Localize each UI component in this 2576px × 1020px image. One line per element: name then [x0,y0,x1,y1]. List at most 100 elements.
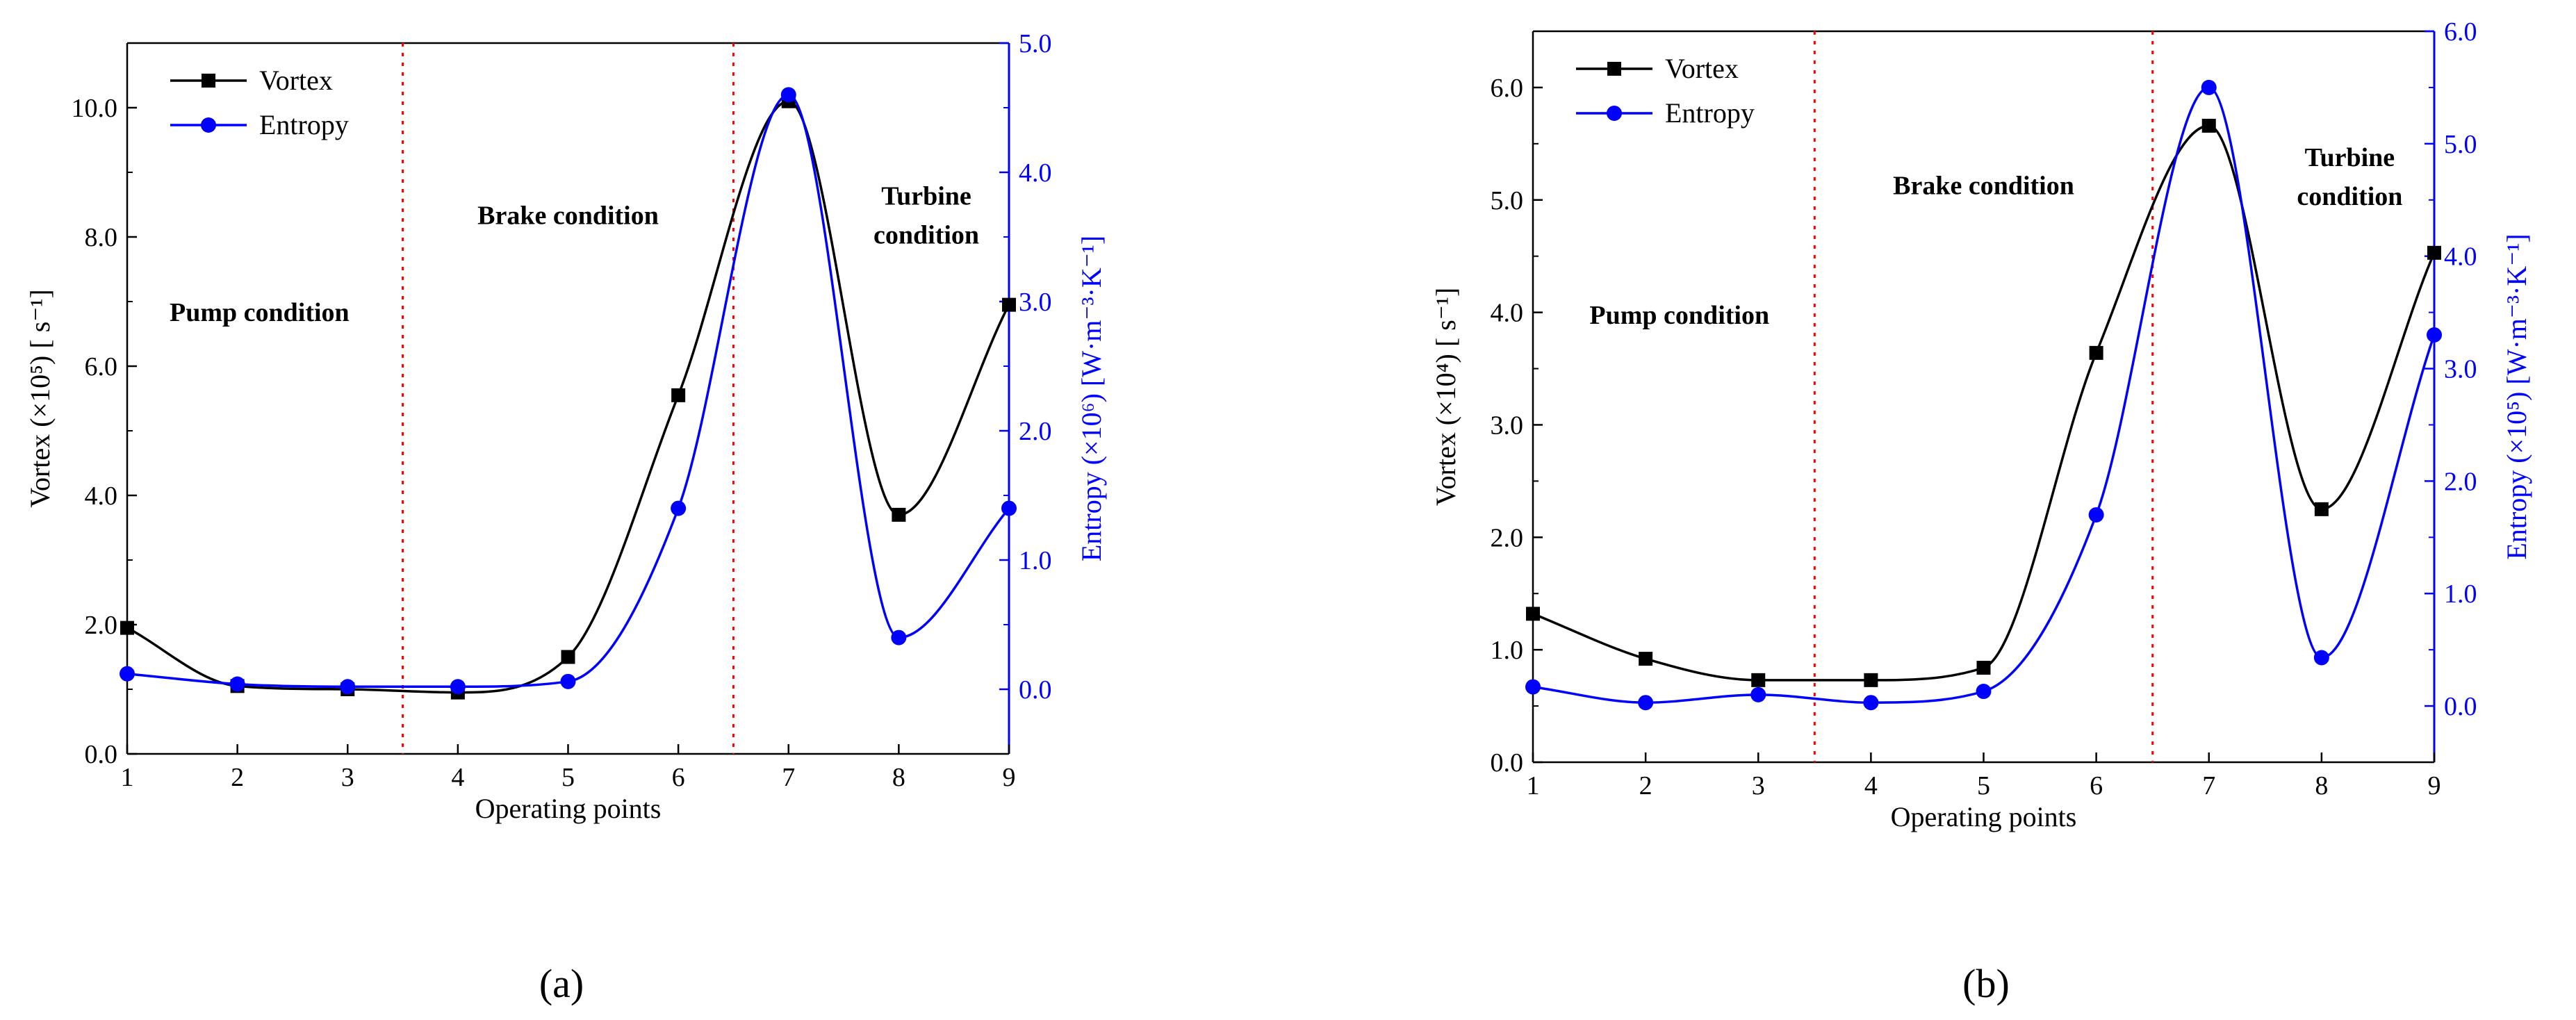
annotation-brake: Brake condition [1893,172,2074,201]
data-point-vortex [2201,118,2216,133]
data-point-entropy [2201,79,2217,95]
legend-marker-vortex [1607,62,1621,76]
series-vortex [1526,118,2441,687]
annotation-turbine-line2: condition [873,221,979,250]
left-y-tick-label: 4.0 [1491,299,1524,328]
data-point-entropy [229,676,245,692]
data-point-vortex [2089,345,2103,360]
x-tick-label: 1 [121,763,134,792]
annotation-pump: Pump condition [1589,301,1769,330]
x-tick-label: 4 [1864,771,1878,800]
annotation-turbine: Turbine [881,182,971,211]
data-point-entropy [2088,507,2104,523]
data-point-vortex [671,388,686,402]
series-entropy [1525,79,2442,711]
right-y-tick-label: 6.0 [2444,17,2477,47]
left-y-tick-label: 6.0 [85,352,118,381]
data-point-entropy [1638,695,1654,711]
data-point-entropy [340,679,356,695]
left-y-tick-label: 0.0 [1491,748,1524,778]
left-y-tick-label: 1.0 [1491,636,1524,665]
right-y-tick-label: 2.0 [1019,417,1052,446]
series-line-vortex [126,99,1010,694]
left-y-tick-label: 2.0 [1491,523,1524,552]
right-y-tick-label: 5.0 [1019,29,1052,58]
right-y-tick-label: 4.0 [2444,242,2477,272]
data-point-entropy [560,673,576,689]
x-tick-label: 4 [451,763,464,792]
legend-label-vortex: Vortex [1665,53,1739,84]
left-y-tick-label: 4.0 [85,482,118,511]
chart-panel-a: 1 2 3 4 5 6 7 8 9 0.0 2.0 4.0 6.0 8.0 10.0 0.0 1.0 2.0 3.0… [24,29,1107,1006]
x-tick-label: 5 [1977,771,1990,800]
data-point-entropy [671,500,687,516]
legend-marker-entropy [201,117,216,133]
left-y-tick-label: 5.0 [1491,186,1524,215]
x-tick-label: 2 [231,763,244,792]
right-y-tick-label: 1.0 [1019,546,1052,575]
panel-label: (b) [1962,961,2010,1006]
right-y-tick-label: 0.0 [2444,692,2477,721]
legend: Vortex Entropy [1576,53,1755,129]
data-point-entropy [1001,500,1017,516]
x-tick-label: 6 [2090,771,2103,800]
legend-marker-vortex [202,74,215,88]
data-point-entropy [1976,684,1992,700]
x-tick-label: 1 [1527,771,1540,800]
data-point-vortex [1864,673,1878,687]
left-y-axis-title: Vortex (×10⁴) [ s⁻¹] [1430,288,1461,506]
data-point-entropy [2427,327,2442,343]
legend-label-entropy: Entropy [259,109,349,140]
x-tick-label: 5 [561,763,575,792]
left-y-tick-label: 8.0 [85,223,118,252]
series-line-vortex [1532,124,2436,682]
data-point-entropy [780,87,796,103]
right-y-tick-label: 0.0 [1019,675,1052,705]
x-tick-label: 3 [1752,771,1765,800]
data-point-entropy [1750,686,1766,702]
data-point-vortex [2314,502,2329,516]
x-tick-label: 8 [892,763,905,792]
data-point-vortex [1639,652,1653,666]
x-tick-label: 7 [782,763,795,792]
right-y-tick-label: 1.0 [2444,579,2477,609]
left-y-tick-label: 0.0 [85,740,118,769]
x-axis-title: Operating points [1891,801,2077,832]
data-point-vortex [892,507,906,522]
x-tick-label: 9 [2428,771,2441,800]
left-y-tick-label: 6.0 [1491,74,1524,103]
right-y-tick-label: 2.0 [2444,467,2477,496]
x-tick-label: 3 [341,763,354,792]
annotation-turbine: Turbine [2305,143,2395,172]
data-point-entropy [1525,679,1541,695]
left-y-tick-label: 3.0 [1491,411,1524,440]
data-point-entropy [120,666,135,682]
left-y-axis-title: Vortex (×10⁵) [ s⁻¹] [24,289,56,507]
data-point-entropy [891,630,907,645]
right-y-tick-label: 3.0 [1019,288,1052,317]
legend-label-entropy: Entropy [1665,97,1755,129]
x-tick-label: 9 [1003,763,1016,792]
data-point-entropy [2313,650,2329,666]
data-point-vortex [2427,245,2441,260]
data-point-vortex [1002,297,1016,312]
right-y-tick-label: 3.0 [2444,355,2477,384]
left-y-tick-label: 10.0 [72,94,118,123]
data-point-entropy [450,679,466,695]
x-tick-label: 6 [672,763,685,792]
legend-marker-entropy [1607,106,1622,121]
x-tick-label: 8 [2315,771,2328,800]
series-entropy [120,87,1017,695]
x-tick-label: 7 [2202,771,2215,800]
annotation-turbine-line2: condition [2297,182,2402,211]
panel-label: (a) [539,961,584,1006]
right-y-axis-title: Entropy (×10⁵) [W·m⁻³·K⁻¹] [2501,233,2532,559]
series-line-entropy [126,93,1010,689]
right-y-tick-label: 4.0 [1019,158,1052,188]
data-point-vortex [1526,607,1540,621]
chart-panel-b: 1 2 3 4 5 6 7 8 9 0.0 1.0 2.0 3.0 4.0 5.0 6.0 0.0 1.0 2.0 3… [1430,17,2532,1006]
data-point-vortex [561,650,575,664]
annotation-pump: Pump condition [170,298,350,327]
legend: Vortex Entropy [170,65,349,140]
